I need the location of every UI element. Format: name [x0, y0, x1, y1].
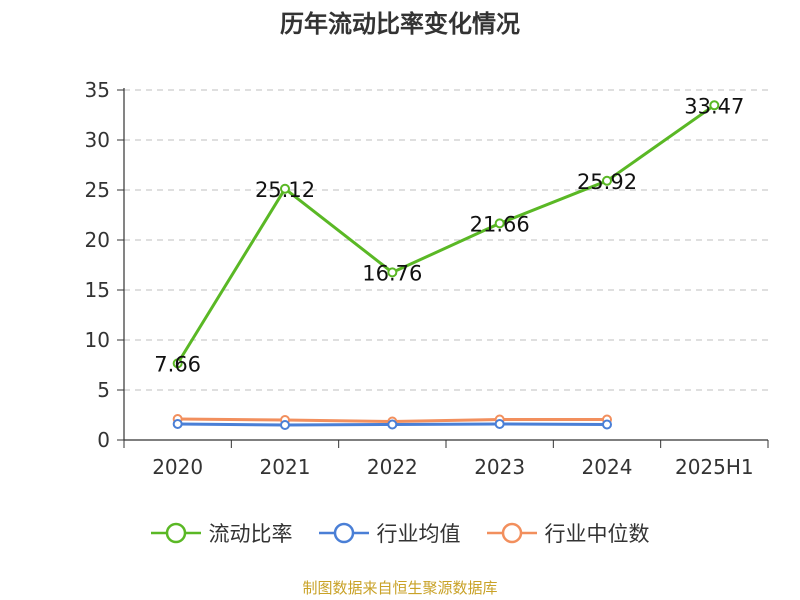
series-0-point-2021 [280, 183, 290, 194]
legend-label-industry-median: 行业中位数 [544, 522, 650, 546]
series-1-point-2024 [602, 419, 612, 430]
series-0-point-2020 [172, 358, 183, 369]
series-layer [172, 100, 720, 430]
y-tick-label-0: 0 [97, 428, 110, 452]
legend[interactable]: 流动比率 行业均值 行业中位数 [0, 518, 800, 548]
series-0-point-2025H1 [709, 100, 720, 111]
legend-item-industry-mean[interactable]: 行业均值 [318, 518, 461, 548]
data-label-2020: 7.66 [154, 352, 201, 376]
series-0-point-2024 [602, 175, 612, 186]
x-tick-label-2023: 2023 [474, 455, 525, 479]
legend-label-industry-mean: 行业均值 [376, 522, 461, 546]
y-tick-label-25: 25 [85, 178, 110, 202]
series-line-0 [176, 104, 716, 365]
y-tick-label-35: 35 [85, 78, 110, 102]
y-tick-label-15: 15 [85, 278, 110, 302]
data-label-2022: 16.76 [362, 261, 422, 285]
series-0-point-2022 [387, 267, 398, 278]
legend-item-current-ratio[interactable]: 流动比率 [150, 518, 293, 548]
x-tick-label-2022: 2022 [367, 455, 418, 479]
data-label-layer: 7.66 25.12 16.76 21.66 25.92 33.47 [154, 94, 744, 376]
legend-item-industry-median[interactable]: 行业中位数 [486, 518, 650, 548]
y-tick-label-20: 20 [85, 228, 110, 252]
legend-swatch-current-ratio [150, 522, 201, 544]
series-0-point-2023 [494, 218, 505, 229]
x-tick-label-2024: 2024 [582, 455, 633, 479]
source-note: 制图数据来自恒生聚源数据库 [302, 579, 498, 597]
data-label-2024: 25.92 [577, 170, 637, 194]
grid-layer [124, 89, 768, 391]
x-tick-label-2021: 2021 [260, 455, 311, 479]
y-tick-label-5: 5 [97, 378, 110, 402]
legend-swatch-industry-median [486, 522, 537, 544]
x-tick-label-2025H1: 2025H1 [675, 455, 754, 479]
data-label-2025H1: 33.47 [684, 94, 744, 118]
y-tick-label-10: 10 [85, 328, 110, 352]
series-1-point-2022 [387, 419, 398, 430]
legend-label-current-ratio: 流动比率 [208, 522, 293, 546]
legend-swatch-industry-mean [318, 522, 369, 544]
axis-layer: 0 5 10 15 20 25 30 35 2020 2021 2022 2023 2024 2025H1 [85, 78, 769, 479]
y-tick-label-30: 30 [85, 128, 110, 152]
x-tick-label-2020: 2020 [152, 455, 203, 479]
series-1-point-2020 [172, 419, 183, 429]
data-label-2023: 21.66 [470, 212, 530, 236]
data-label-2021: 25.12 [255, 178, 315, 202]
chart-title: 历年流动比率变化情况 [280, 10, 520, 38]
series-1-point-2021 [280, 420, 290, 430]
series-1-point-2023 [494, 419, 505, 429]
